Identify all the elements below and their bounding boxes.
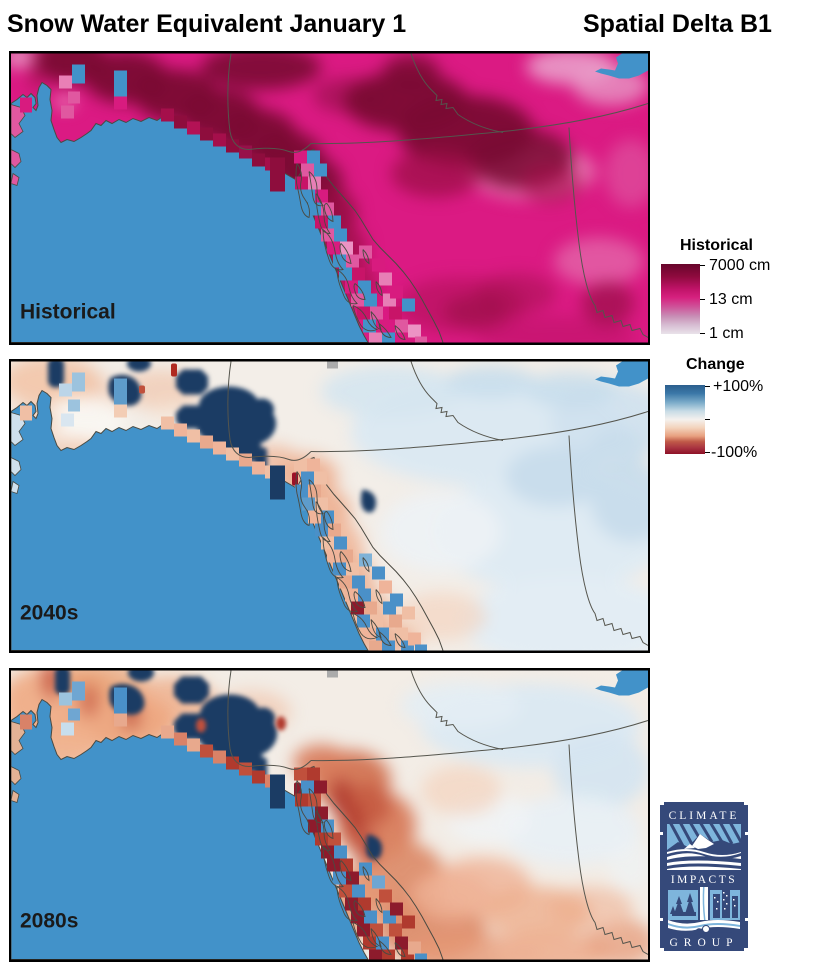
svg-text:2040s: 2040s <box>20 602 78 625</box>
svg-text:IMPACTS: IMPACTS <box>671 874 737 886</box>
svg-text:Historical: Historical <box>20 301 116 324</box>
svg-text:CLIMATE: CLIMATE <box>669 810 740 822</box>
svg-text:GROUP: GROUP <box>670 937 739 949</box>
svg-text:2080s: 2080s <box>20 910 78 933</box>
